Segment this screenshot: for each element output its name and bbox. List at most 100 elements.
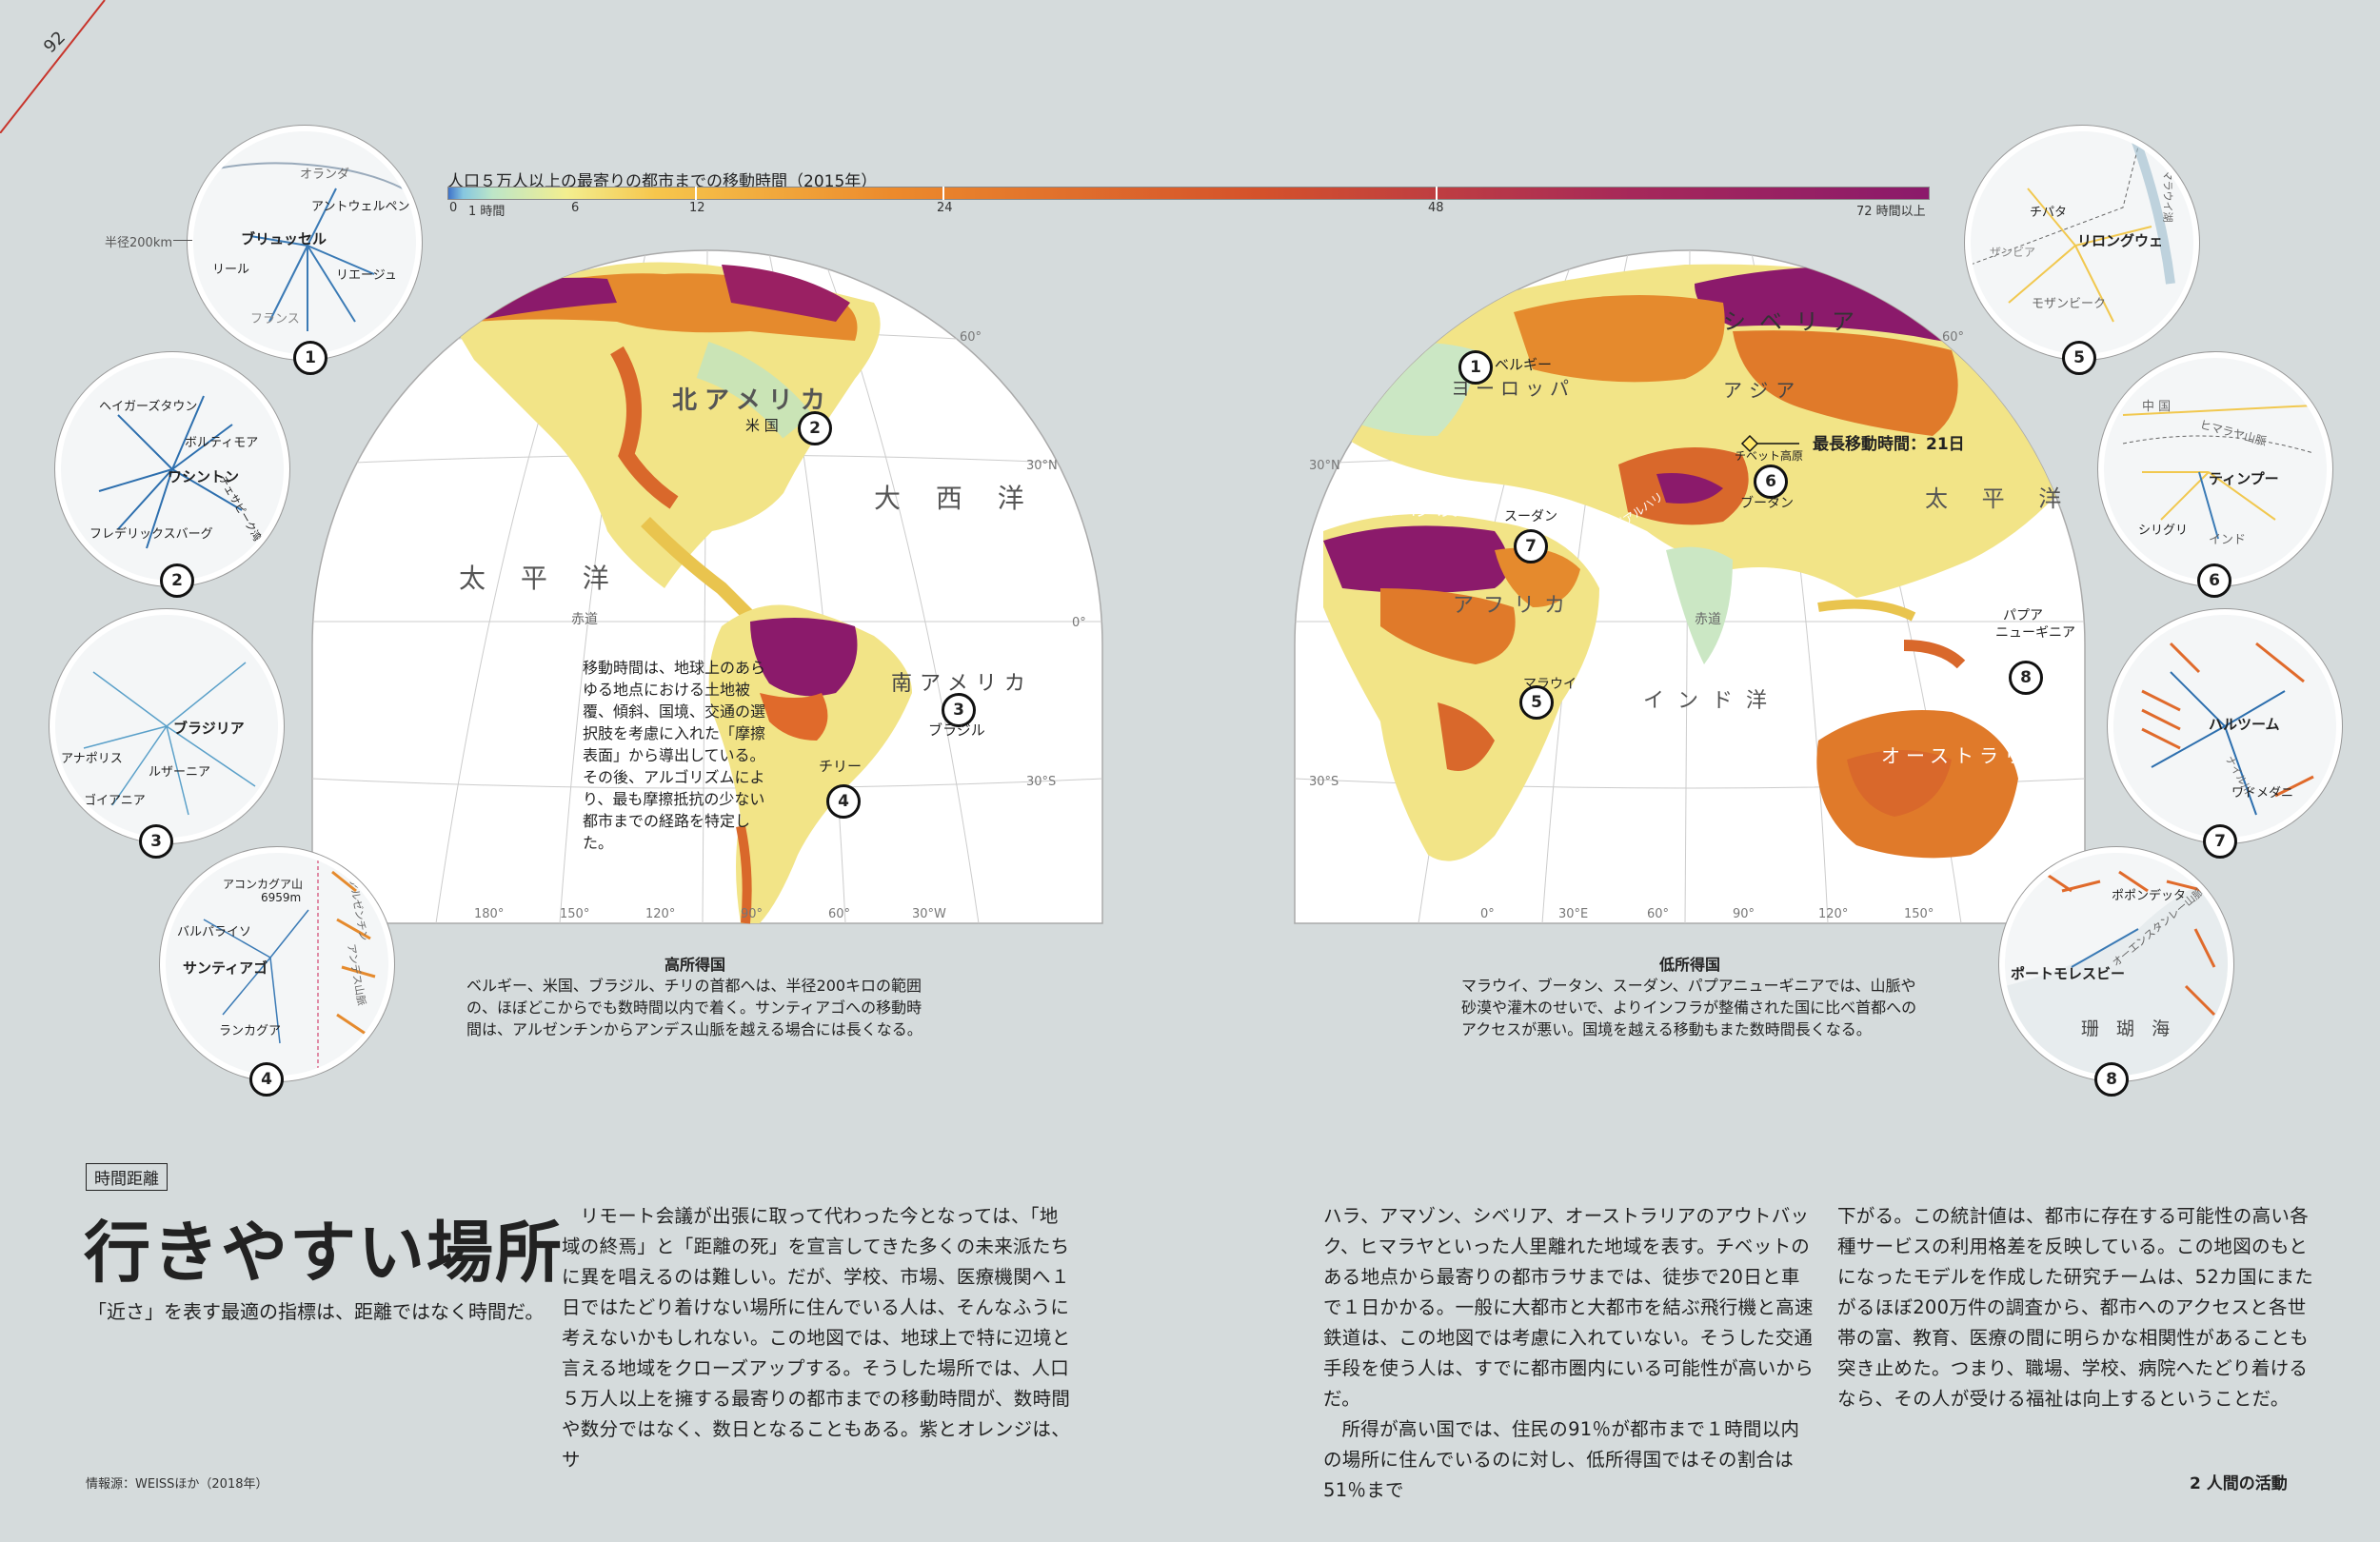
coord-label: 30°N	[1309, 459, 1340, 473]
inset-marker-2: 2	[798, 411, 832, 445]
inset-badge-7: 7	[2203, 824, 2237, 859]
radius-label: 半径200km	[105, 236, 173, 250]
label-europe: ヨーロッパ	[1451, 377, 1575, 400]
legend-tick: 12	[689, 201, 705, 215]
legend-tick: 0	[449, 201, 458, 215]
caption-low-title: 低所得国	[1658, 956, 1720, 974]
label-brazil: ブラジル	[928, 722, 985, 739]
coord-label: 180°	[474, 907, 504, 921]
inset-map-khartoum: ハルツーム ナイル川 ワドメダニ	[2108, 609, 2342, 843]
inset-marker-7: 7	[1514, 529, 1548, 563]
inset-badge-3: 3	[139, 824, 173, 859]
coord-label: 30°S	[1026, 775, 1056, 789]
article-column-2-para-1: ハラ、アマゾン、シベリア、オーストラリアのアウトバック、ヒマラヤといった人里離れ…	[1323, 1205, 1814, 1410]
label-sudan: スーダン	[1504, 509, 1557, 524]
inset-map-brussels: オランダ アントウェルペン ブリュッセル リール リエージュ フランス	[188, 126, 422, 360]
article-column-2: ハラ、アマゾン、シベリア、オーストラリアのアウトバック、ヒマラヤといった人里離れ…	[1323, 1201, 1818, 1506]
coord-label: 120°	[1818, 907, 1848, 921]
coord-label: 0°	[1072, 616, 1086, 630]
label-bhutan: ブータン	[1740, 496, 1794, 511]
legend-tick-line	[695, 187, 697, 200]
inset-badge-6: 6	[2197, 563, 2231, 598]
article-column-2-para-2: 所得が高い国では、住民の91％が都市まで１時間以内の場所に住んでいるのに対し、低…	[1323, 1418, 1800, 1501]
label-indian-ocean: インド洋	[1643, 689, 1781, 713]
inset-marker-4: 4	[826, 784, 861, 819]
coord-label: 30°N	[1026, 459, 1058, 473]
coord-label: 30°E	[1558, 907, 1588, 921]
label-tibet: チベット高原	[1735, 449, 1804, 463]
legend-color-bar	[447, 187, 1930, 200]
inset-map-lilongwe: マラウイ湖 チパタ ザンビア リロングウェ モザンビーク	[1965, 126, 2199, 360]
label-pacific-ocean: 太 平 洋	[459, 563, 623, 594]
inset-marker-3: 3	[942, 693, 976, 727]
caption-high-income: 高所得国 ベルギー、米国、ブラジル、チリの首都へは、半径200キロの範囲の、ほぼ…	[466, 952, 923, 1040]
subhead: 「近さ」を表す最適の指標は、距離ではなく時間だ。	[88, 1300, 545, 1323]
inset-map-port-moresby: ポポンデッタ オーエンスタンレー山脈 ポートモレスビー 珊 瑚 海	[1999, 847, 2233, 1081]
caption-low-income: 低所得国 マラウイ、ブータン、スーダン、パプアニューギニアでは、山脈や砂漠や灌木…	[1461, 952, 1918, 1040]
label-equator-east: 赤道	[1695, 612, 1721, 627]
method-note: 移動時間は、地球上のあらゆる地点における土地被覆、傾斜、国境、交通の選択肢を考慮…	[583, 659, 766, 852]
legend-tick: 24	[937, 201, 953, 215]
inset-marker-1: 1	[1458, 350, 1493, 385]
legend-tick: 1 時間	[468, 205, 506, 219]
label-papua: パプア	[2003, 608, 2043, 623]
inset-map-santiago: アコンカグア山 6959m バルパライソ サンティアゴ ランカグア アルゼンチン…	[160, 847, 394, 1081]
coord-label: 30°S	[1309, 775, 1339, 789]
label-africa: アフリカ	[1453, 594, 1576, 618]
article-column-1: リモート会議が出張に取って代わった今となっては、「地域の終焉」と「距離の死」を宣…	[562, 1205, 1071, 1471]
legend-tick: 48	[1428, 201, 1444, 215]
label-north-america: 北アメリカ	[672, 386, 833, 415]
eurasia-africa-globe-map: 60° 30°N 30°S 0° 30°E 60° 90° 120° 150°	[1294, 249, 2086, 924]
coord-label: 120°	[645, 907, 675, 921]
radius-leader	[173, 240, 192, 241]
inset-marker-5: 5	[1519, 685, 1554, 720]
label-equator: 赤道	[571, 612, 598, 627]
legend-tick: 72 時間以上	[1856, 205, 1926, 219]
caption-low-body: マラウイ、ブータン、スーダン、パプアニューギニアでは、山脈や砂漠や灌木のせいで、…	[1461, 977, 1917, 1038]
inset-badge-8: 8	[2094, 1062, 2129, 1097]
coord-label: 30°W	[912, 907, 946, 921]
label-asia: アジア	[1723, 379, 1803, 402]
inset-badge-2: 2	[160, 563, 194, 598]
coord-label: 90°	[741, 907, 763, 921]
caption-high-body: ベルギー、米国、ブラジル、チリの首都へは、半径200キロの範囲の、ほぼどこからで…	[466, 977, 922, 1038]
inset-marker-6: 6	[1754, 465, 1788, 499]
coord-label: 60°	[828, 907, 850, 921]
inset-badge-5: 5	[2062, 341, 2096, 375]
label-chile: チリー	[819, 758, 863, 775]
americas-globe-map: 60° 30°N 0° 30°S 180° 150° 120° 90° 60° …	[311, 249, 1103, 924]
caption-high-title: 高所得国	[664, 956, 725, 974]
coord-label: 60°	[1942, 330, 1964, 345]
coord-label: 90°	[1733, 907, 1755, 921]
coord-label: 60°	[1647, 907, 1669, 921]
footer-section: 2 人間の活動	[2190, 1474, 2288, 1493]
coord-label: 150°	[1904, 907, 1934, 921]
coord-label: 150°	[560, 907, 589, 921]
label-max-travel-time: 最長移動時間：21日	[1813, 435, 1965, 454]
label-usa: 米 国	[745, 417, 779, 434]
label-pacific-ocean-east: 太 平 洋	[1925, 485, 2075, 512]
coord-label: 60°	[960, 330, 982, 345]
section-tag: 時間距離	[86, 1163, 168, 1191]
label-sahara: サハラ砂漠	[1331, 497, 1464, 521]
inset-badge-4: 4	[249, 1062, 284, 1097]
inset-badge-1: 1	[293, 341, 327, 375]
label-belgium: ベルギー	[1495, 356, 1553, 373]
inset-marker-8: 8	[2009, 661, 2043, 695]
coord-label: 0°	[1480, 907, 1495, 921]
legend-tick-line	[942, 187, 944, 200]
label-new-guinea: ニューギニア	[1995, 625, 2075, 641]
headline: 行きやすい場所	[84, 1214, 564, 1292]
legend-tick: 6	[571, 201, 580, 215]
article-column-3: 下がる。この統計値は、都市に存在する可能性の高い各種サービスの利用格差を反映して…	[1837, 1205, 2314, 1410]
label-australia: オーストラリア	[1881, 744, 2053, 767]
label-atlantic-ocean: 大 西 洋	[874, 483, 1038, 514]
inset-map-thimphu: 中 国 ヒマラヤ山脈 ティンプー シリグリ インド	[2098, 352, 2332, 586]
inset-map-washington: ヘイガーズタウン ボルティモア ワシントン チェサピーク湾 フレデリックスバーグ	[55, 352, 289, 586]
inset-map-brasilia: ブラジリア アナポリス ルザーニア ゴイアニア	[50, 609, 284, 843]
label-south-america: 南アメリカ	[891, 672, 1033, 696]
label-siberia: シベリア	[1723, 308, 1868, 335]
legend-tick-line	[1436, 187, 1438, 200]
source-credit: 情報源：WEISSほか（2018年）	[86, 1477, 268, 1492]
corner-accent-line	[0, 0, 106, 133]
